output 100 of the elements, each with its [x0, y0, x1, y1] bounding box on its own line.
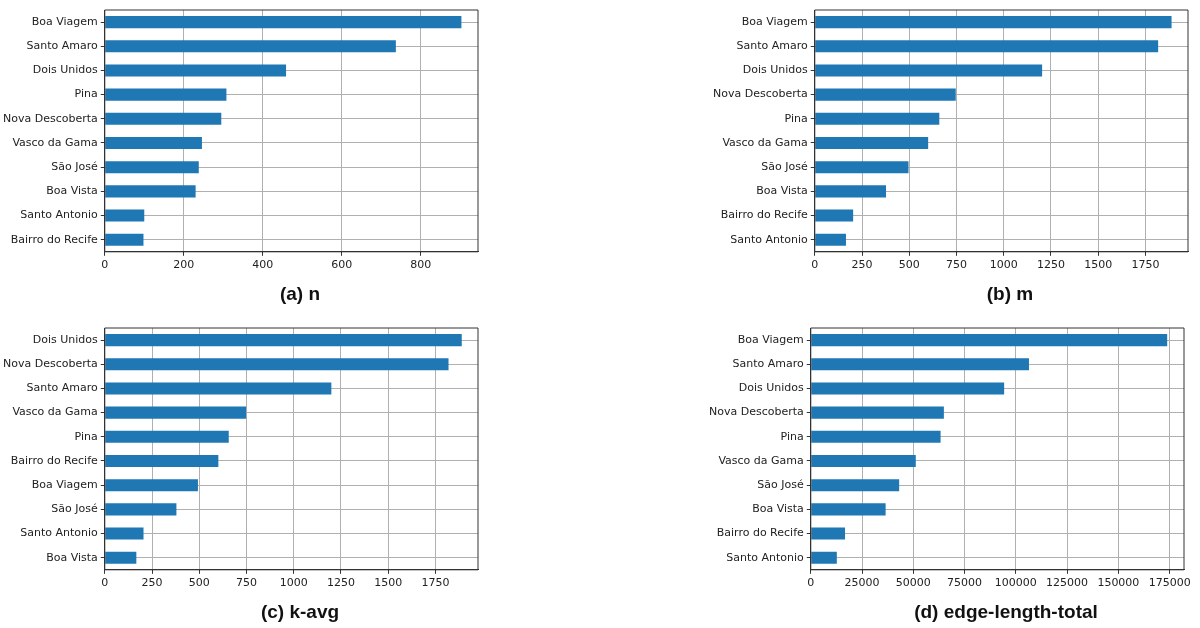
bar: [815, 112, 940, 125]
bar: [105, 88, 227, 101]
y-tick-label: Boa Viagem: [31, 14, 98, 28]
text: (a) n: [278, 283, 322, 305]
x-tick-label: 750: [946, 258, 968, 272]
bar: [811, 479, 900, 492]
bar: [105, 161, 199, 174]
y-tick-label: Boa Viagem: [741, 14, 808, 28]
x-tick-label: 1250: [1036, 258, 1065, 272]
text: (b) m: [985, 283, 1035, 305]
bar: [811, 358, 1029, 371]
y-tick-label: Vasco da Gama: [12, 405, 98, 419]
x-tick-label: 0: [101, 576, 109, 590]
y-tick-label: Bairro do Recife: [716, 526, 804, 540]
y-tick-label: Nova Descoberta: [709, 405, 804, 419]
bar: [815, 161, 909, 174]
x-tick-label: 0: [807, 576, 815, 590]
x-tick-label: 0: [101, 258, 109, 272]
y-tick-label: Dois Unidos: [32, 332, 99, 346]
bar: [105, 527, 144, 540]
y-tick-label: Boa Vista: [756, 184, 808, 198]
bar: [105, 479, 198, 492]
y-tick-label: Nova Descoberta: [713, 87, 808, 101]
y-tick-label: Santo Amaro: [26, 381, 99, 395]
x-tick-label: 750: [236, 576, 258, 590]
x-tick-label: 75000: [947, 576, 983, 590]
bar: [811, 406, 944, 419]
x-tick-label: 175000: [1148, 576, 1191, 590]
bar: [105, 503, 177, 516]
text: (d) edge-length-total: [913, 601, 1099, 623]
y-tick-label: Pina: [780, 429, 804, 443]
bar: [105, 40, 396, 53]
x-tick-label: 1500: [1084, 258, 1113, 272]
x-tick-label: 600: [331, 258, 353, 272]
x-tick-label: 0: [811, 258, 819, 272]
y-tick-label: Vasco da Gama: [718, 453, 804, 467]
bar: [815, 88, 956, 101]
bar: [105, 185, 196, 198]
bar: [815, 233, 846, 246]
bar: [815, 136, 929, 150]
x-tick-label: 1500: [374, 576, 403, 590]
y-tick-label: Pina: [74, 87, 98, 101]
x-tick-label: 500: [188, 576, 210, 590]
x-tick-label: 200: [173, 258, 195, 272]
y-tick-label: Pina: [784, 111, 808, 125]
x-tick-label: 100000: [994, 576, 1037, 590]
y-tick-label: São José: [757, 478, 804, 492]
y-tick-label: Dois Unidos: [32, 63, 99, 77]
x-tick-label: 25000: [844, 576, 880, 590]
bar: [811, 334, 1168, 347]
bar: [811, 503, 886, 516]
bar: [815, 185, 887, 198]
bar: [105, 136, 202, 150]
bar: [811, 551, 837, 564]
bar: [105, 64, 287, 77]
y-tick-label: Bairro do Recife: [720, 208, 808, 222]
y-tick-label: São José: [51, 160, 98, 174]
bar: [105, 334, 462, 347]
y-tick-label: Boa Viagem: [737, 332, 804, 346]
bar: [105, 16, 462, 29]
y-tick-label: Santo Antonio: [20, 208, 99, 222]
bar: [105, 358, 449, 371]
y-tick-label: Bairro do Recife: [10, 232, 98, 246]
x-tick-label: 1000: [989, 258, 1018, 272]
x-tick-label: 125000: [1046, 576, 1089, 590]
bar: [811, 527, 846, 540]
y-tick-label: Vasco da Gama: [12, 135, 98, 149]
y-tick-label: Santo Antonio: [726, 550, 805, 564]
bar: [105, 551, 137, 564]
y-tick-label: Dois Unidos: [742, 63, 809, 77]
x-tick-label: 1250: [326, 576, 355, 590]
x-tick-label: 50000: [895, 576, 931, 590]
y-tick-label: Santo Amaro: [26, 39, 99, 53]
y-tick-label: Bairro do Recife: [10, 453, 98, 467]
bar: [105, 233, 144, 246]
y-tick-label: Santo Amaro: [732, 357, 805, 371]
text: (c) k-avg: [259, 601, 341, 623]
bar: [811, 430, 941, 443]
y-tick-label: Dois Unidos: [738, 381, 805, 395]
y-tick-label: Santo Antonio: [20, 526, 99, 540]
y-tick-label: Nova Descoberta: [3, 357, 98, 371]
x-tick-label: 150000: [1097, 576, 1140, 590]
y-tick-label: Nova Descoberta: [3, 111, 98, 125]
bar: [815, 40, 1159, 53]
bar: [105, 430, 229, 443]
y-tick-label: São José: [51, 502, 98, 516]
x-tick-label: 500: [898, 258, 920, 272]
bar: [105, 406, 247, 419]
x-tick-label: 250: [851, 258, 873, 272]
bar: [815, 16, 1172, 29]
x-tick-label: 1750: [1131, 258, 1160, 272]
x-tick-label: 400: [252, 258, 274, 272]
x-tick-label: 250: [141, 576, 163, 590]
y-tick-label: São José: [761, 160, 808, 174]
x-tick-label: 1750: [421, 576, 450, 590]
y-tick-label: Santo Amaro: [736, 39, 809, 53]
bar: [811, 454, 916, 468]
y-tick-label: Boa Viagem: [31, 478, 98, 492]
bar: [811, 382, 1005, 395]
x-tick-label: 1000: [279, 576, 308, 590]
